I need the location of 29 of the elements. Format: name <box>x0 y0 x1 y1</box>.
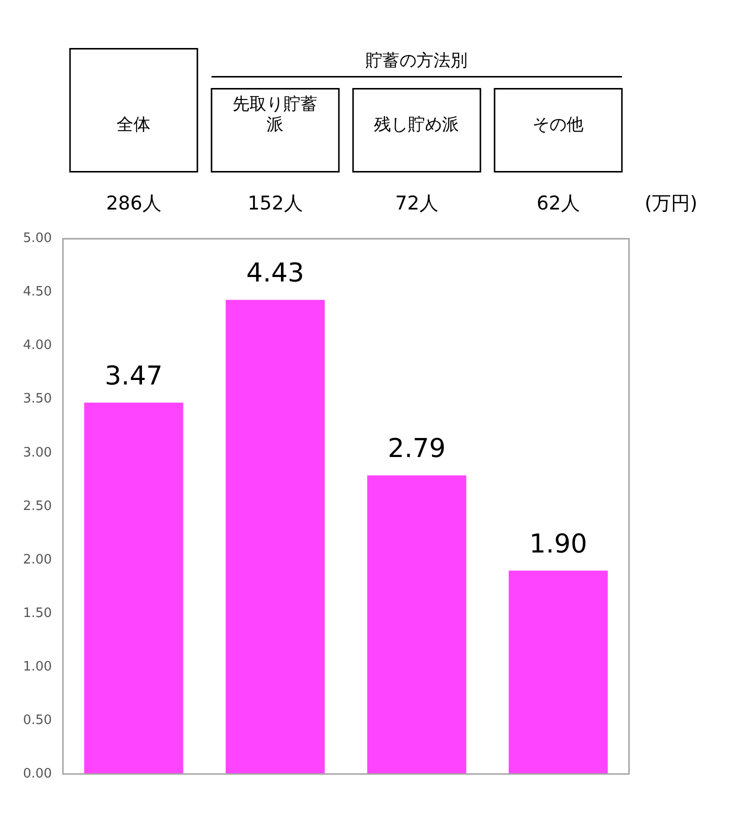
y-tick-label: 3.50 <box>22 392 52 407</box>
x-tick-label: 残し貯め派 <box>374 115 460 136</box>
y-tick-label: 5.00 <box>22 231 52 246</box>
y-tick-label: 2.00 <box>22 552 52 568</box>
y-tick-label: 0.00 <box>22 766 52 782</box>
bar <box>508 570 608 774</box>
text: 152人 <box>248 192 303 215</box>
y-tick-label: 0.50 <box>22 712 52 728</box>
y-tick-label: 4.50 <box>22 284 52 300</box>
data-label: 2.79 <box>388 434 446 464</box>
y-axis-title: (万円) <box>644 192 698 215</box>
x-tick-label: 全体 <box>116 115 151 136</box>
data-label: 3.47 <box>104 361 163 392</box>
bar <box>84 402 184 774</box>
text: 72人 <box>395 192 438 215</box>
bar <box>367 475 466 774</box>
text: 62人 <box>536 192 580 215</box>
bar <box>226 300 325 774</box>
y-tick-label: 3.00 <box>22 445 52 460</box>
y-tick-label: 1.00 <box>22 659 52 674</box>
data-label: 4.43 <box>246 258 304 289</box>
y-tick-label: 4.00 <box>22 338 52 354</box>
x-tick-label: 先取り貯蓄派 <box>232 94 318 136</box>
x-tick-label: その他 <box>532 115 584 136</box>
data-label: 1.90 <box>529 529 588 560</box>
text: 286人 <box>106 192 162 215</box>
y-tick-label: 2.50 <box>22 498 52 514</box>
y-tick-label: 1.50 <box>22 606 52 621</box>
text: 貯蓄の方法別 <box>366 51 468 72</box>
